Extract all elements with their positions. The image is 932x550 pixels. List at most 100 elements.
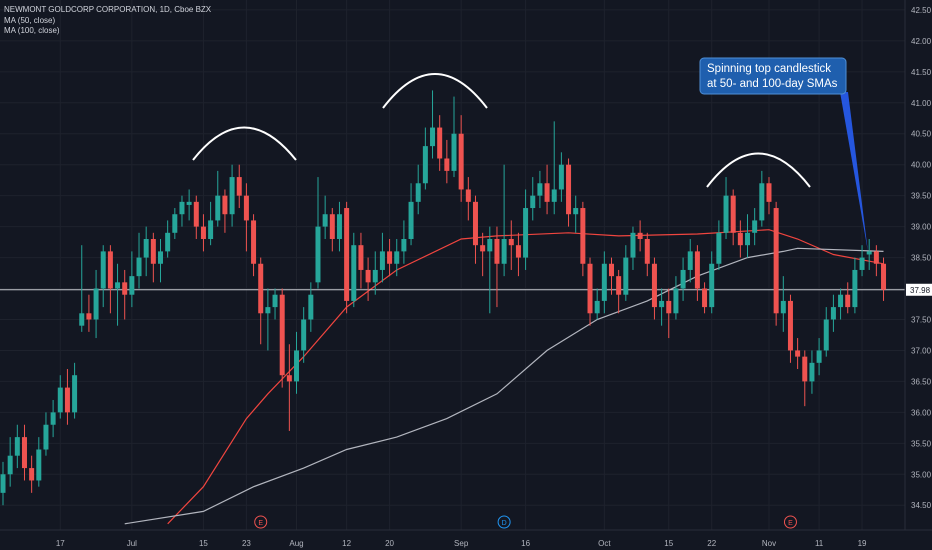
candle-body — [336, 214, 342, 239]
candle-body — [487, 238, 493, 252]
candle-body — [601, 263, 607, 301]
candle-body — [222, 195, 228, 215]
candle-body — [57, 387, 63, 413]
event-label: E — [788, 520, 793, 527]
candle-body — [115, 282, 121, 289]
candle-body — [401, 238, 407, 252]
grid — [0, 0, 905, 530]
candle-body — [752, 220, 758, 233]
candle-body — [480, 245, 486, 252]
candle-body — [394, 251, 400, 264]
candle-body — [308, 294, 314, 320]
candle-body — [558, 164, 564, 190]
candle-body — [93, 288, 99, 320]
candle-body — [494, 238, 500, 264]
candle-body — [422, 146, 428, 184]
y-tick-label: 42.00 — [911, 37, 932, 46]
candle-body — [608, 263, 614, 277]
candle-body — [258, 263, 264, 314]
y-tick-label: 37.00 — [911, 346, 932, 355]
candle-body — [773, 208, 779, 314]
event-marker — [497, 515, 511, 529]
shoulder-arc — [192, 126, 297, 161]
candle-body — [301, 319, 307, 351]
x-tick-label: 11 — [815, 539, 824, 548]
x-tick-label: Aug — [289, 539, 303, 548]
y-tick-label: 38.50 — [911, 254, 932, 263]
candle-body — [730, 195, 736, 233]
candle-body — [136, 257, 142, 277]
y-tick-label: 41.00 — [911, 99, 932, 108]
y-tick-label: 34.50 — [911, 501, 932, 510]
candle-body — [745, 232, 751, 246]
candle-body — [193, 201, 199, 227]
candle-body — [809, 362, 815, 382]
event-label: E — [258, 520, 263, 527]
last-price-box — [906, 283, 932, 296]
candle-body — [79, 313, 85, 326]
y-tick-label: 36.50 — [911, 377, 932, 386]
candle-body — [286, 375, 292, 382]
annotation-pointer — [840, 92, 868, 252]
y-tick-label: 39.50 — [911, 192, 932, 201]
candle-body — [616, 276, 622, 295]
candle-body — [215, 195, 221, 221]
candle-body — [150, 238, 156, 264]
candle-body — [566, 164, 572, 215]
ma-lines — [0, 229, 905, 525]
candle-body — [630, 232, 636, 258]
candle-body — [315, 226, 321, 283]
candle-body — [365, 269, 371, 283]
candle-body — [551, 189, 557, 202]
last-price-label: 37.98 — [910, 286, 931, 295]
candle-body — [780, 300, 786, 314]
candle-body — [515, 245, 521, 258]
candle-body — [866, 251, 872, 255]
candle-body — [673, 288, 679, 314]
shoulder-arc — [706, 152, 811, 188]
y-tick-label: 37.50 — [911, 315, 932, 324]
legend-entry: MA (100, close) — [4, 26, 60, 35]
candle-body — [766, 183, 772, 202]
candle-body — [680, 269, 686, 289]
candle-body — [702, 288, 708, 308]
x-tick-label: 12 — [342, 539, 351, 548]
event-label: D — [502, 520, 507, 527]
candle-body — [29, 468, 35, 481]
x-tick-label: 15 — [664, 539, 673, 548]
candle-body — [709, 263, 715, 308]
annotation-text: at 50- and 100-day SMAs — [707, 78, 838, 90]
candle-body — [694, 251, 700, 289]
candle-body — [122, 282, 128, 295]
candle-body — [637, 232, 643, 239]
y-tick-label: 36.00 — [911, 408, 932, 417]
candle-body — [279, 294, 285, 376]
candle-body — [651, 263, 657, 308]
candle-body — [229, 177, 235, 215]
candle-body — [265, 307, 271, 314]
candle-body — [666, 300, 672, 314]
annotation-box — [699, 57, 847, 95]
candle-body — [623, 257, 629, 295]
candle-body — [72, 375, 78, 413]
candle-body — [644, 238, 650, 264]
candle-body — [243, 195, 249, 221]
y-tick-label: 39.00 — [911, 223, 932, 232]
candle-body — [379, 251, 385, 270]
candle-body — [100, 251, 106, 289]
candles — [0, 90, 887, 506]
candle-body — [659, 300, 665, 308]
candle-body — [444, 158, 450, 171]
candle-body — [408, 201, 414, 239]
candle-body — [50, 412, 56, 425]
candle-body — [86, 313, 92, 320]
candle-body — [587, 263, 593, 314]
x-tick-label: Nov — [762, 539, 776, 548]
event-marker — [783, 515, 797, 529]
x-tick-label: 23 — [242, 539, 251, 548]
candle-body — [737, 232, 743, 246]
candle-body — [465, 189, 471, 202]
candle-body — [451, 133, 457, 171]
candle-body — [272, 294, 278, 308]
